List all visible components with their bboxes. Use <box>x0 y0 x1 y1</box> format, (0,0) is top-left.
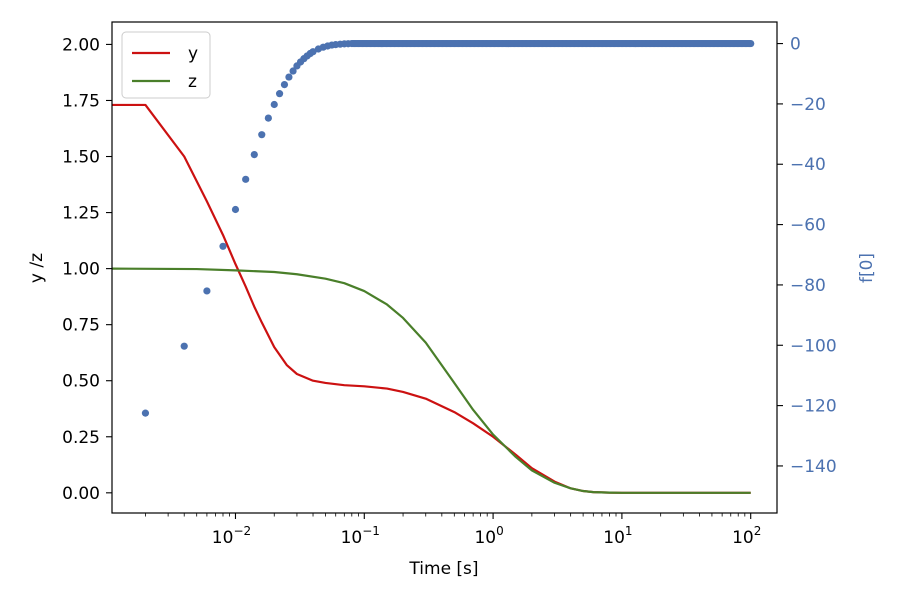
data-point-f0 <box>180 342 188 350</box>
y2-tick-label: −80 <box>790 276 826 296</box>
legend-label-z: z <box>188 72 197 92</box>
y-tick-label: 1.25 <box>62 204 100 224</box>
series-line-z <box>112 267 751 494</box>
data-point-f0 <box>289 67 297 75</box>
x-tick-label: 10−2 <box>212 524 251 548</box>
y2-tick-label: −60 <box>790 216 826 236</box>
data-point-f0 <box>280 81 289 89</box>
x-tick-label: 100 <box>474 524 503 548</box>
x-axis-label: Time [s] <box>408 559 478 579</box>
data-point-f0 <box>285 73 293 81</box>
y-tick-label: 1.50 <box>62 148 100 168</box>
data-point-f0 <box>747 39 755 48</box>
data-point-f0 <box>242 175 250 183</box>
x-tick-label: 101 <box>603 524 632 548</box>
y-axis-label: y /z <box>27 253 47 283</box>
y2-axis-label: f[0] <box>857 253 877 283</box>
series-layer <box>112 39 755 494</box>
y-tick-label: 0.75 <box>62 316 100 336</box>
axes-layer: 10−2 10−1 100 101 102 0.00 0.25 0.50 0.75 1.00 1.2… <box>62 35 837 548</box>
y-tick-label: 2.00 <box>62 35 100 55</box>
y2-tick-label: −20 <box>790 95 826 115</box>
data-point-f0 <box>258 131 266 139</box>
y2-tick-label: −120 <box>790 397 837 417</box>
legend-label-y: y <box>188 44 198 64</box>
y-tick-label: 0.50 <box>62 372 100 392</box>
data-point-f0 <box>264 114 272 122</box>
data-point-f0 <box>309 48 317 56</box>
data-point-f0 <box>203 287 211 295</box>
plot-background <box>112 22 777 513</box>
data-point-f0 <box>141 409 150 417</box>
y-tick-label: 0.25 <box>62 428 100 448</box>
plot-frame <box>111 21 778 514</box>
y-tick-label: 1.75 <box>62 91 100 111</box>
legend: yz <box>121 31 211 99</box>
data-point-f0 <box>270 100 278 109</box>
data-point-f0 <box>250 150 258 159</box>
y-tick-label: 1.00 <box>62 260 100 280</box>
y-tick-label: 0.00 <box>62 484 100 504</box>
data-point-f0 <box>219 242 227 250</box>
data-point-f0 <box>231 205 240 214</box>
x-tick-label: 102 <box>732 524 761 548</box>
data-point-f0 <box>275 90 284 98</box>
plot-area <box>112 22 777 513</box>
y2-tick-label: 0 <box>790 35 801 55</box>
series-f0-points <box>141 39 755 417</box>
y2-tick-label: −100 <box>790 336 837 356</box>
y2-tick-label: −140 <box>790 457 837 477</box>
y2-tick-label: −40 <box>790 155 826 175</box>
x-tick-label: 10−1 <box>341 524 380 548</box>
